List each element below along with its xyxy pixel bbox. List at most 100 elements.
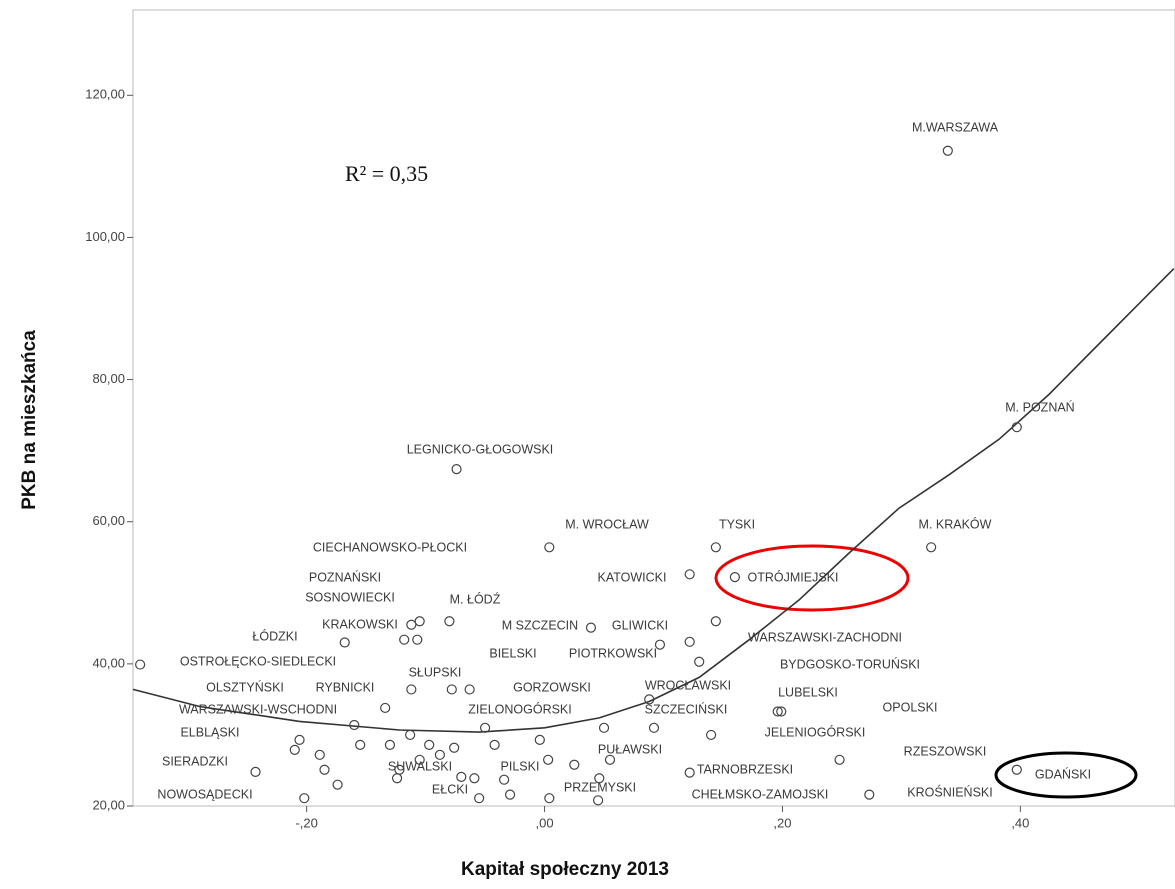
data-point xyxy=(499,774,510,785)
data-point xyxy=(319,764,330,775)
data-point xyxy=(405,729,416,741)
point-label: NOWOSĄDECKI xyxy=(157,787,252,801)
point-label: ZIELONOGÓRSKI xyxy=(468,701,572,716)
point-label: M SZCZECIN xyxy=(502,618,578,632)
data-point xyxy=(694,656,705,667)
data-point xyxy=(380,702,391,714)
data-point xyxy=(684,767,695,778)
point-label: WARSZAWSKI-ZACHODNI xyxy=(748,630,902,644)
y-axis-title: PKB na mieszkańca xyxy=(19,330,40,510)
data-point xyxy=(456,771,467,782)
point-label: RYBNICKI xyxy=(316,680,375,694)
data-point xyxy=(414,754,425,765)
data-point xyxy=(434,749,445,760)
point-label: RZESZOWSKI xyxy=(904,744,987,758)
data-point xyxy=(544,793,555,804)
data-point xyxy=(406,619,417,630)
y-tick-label: 80,00 xyxy=(92,371,125,386)
highlight-ellipse xyxy=(714,544,910,612)
data-point xyxy=(464,684,475,695)
data-point xyxy=(684,569,695,580)
data-point xyxy=(729,572,740,583)
point-label: WROCŁAWSKI xyxy=(645,678,731,692)
data-point xyxy=(449,742,460,753)
plot-frame xyxy=(132,9,1175,807)
point-label: M. KRAKÓW xyxy=(919,516,992,531)
data-point xyxy=(479,722,491,733)
y-tick-label: 40,00 xyxy=(92,655,125,670)
data-point xyxy=(1011,422,1022,433)
data-point xyxy=(648,722,660,733)
point-label: KATOWICKI xyxy=(598,570,667,584)
data-point xyxy=(406,684,417,695)
point-label: TYSKI xyxy=(719,517,755,531)
data-point xyxy=(942,145,953,156)
point-label: SIERADZKI xyxy=(162,754,228,768)
data-point xyxy=(604,754,616,765)
data-point xyxy=(469,773,480,784)
data-point xyxy=(384,739,396,750)
point-label: M. ŁÓDŹ xyxy=(450,591,501,606)
data-point xyxy=(399,634,410,645)
point-label: GORZOWSKI xyxy=(513,680,591,694)
r-squared: R² = 0,35 xyxy=(345,161,428,186)
point-label: CIECHANOWSKO-PŁOCKI xyxy=(313,540,467,554)
y-tick-label: 20,00 xyxy=(92,797,125,812)
point-label: KROŚNIEŃSKI xyxy=(907,784,992,799)
data-point xyxy=(592,795,604,806)
point-label: SZCZECIŃSKI xyxy=(645,701,728,716)
point-label: OTRÓJMIEJSKI xyxy=(748,569,839,584)
point-label: OPOLSKI xyxy=(883,700,938,714)
data-point xyxy=(314,749,325,760)
point-label: PRZEMYSKI xyxy=(564,780,636,794)
point-label: PILSKI xyxy=(501,759,540,773)
data-point xyxy=(1011,764,1022,775)
data-point xyxy=(355,739,366,750)
data-point xyxy=(594,773,605,784)
data-point xyxy=(654,639,666,650)
data-point xyxy=(544,542,555,553)
fit-curve xyxy=(132,268,1175,733)
point-label: BYDGOSKO-TORUŃSKI xyxy=(780,656,920,671)
data-point xyxy=(543,754,554,765)
data-point xyxy=(394,764,405,775)
point-label: ELBLĄSKI xyxy=(180,725,239,739)
data-point xyxy=(710,542,721,553)
data-point xyxy=(705,729,717,741)
point-label: M. POZNAŃ xyxy=(1005,399,1074,414)
point-label: M.WARSZAWA xyxy=(912,120,999,134)
point-label: TARNOBRZESKI xyxy=(697,762,793,776)
data-point xyxy=(834,754,845,765)
data-point xyxy=(585,622,597,633)
data-point xyxy=(710,616,721,627)
data-point xyxy=(569,759,580,770)
data-point xyxy=(644,694,655,705)
point-label: JELENIOGÓRSKI xyxy=(765,724,866,739)
data-point xyxy=(339,637,350,648)
point-label: M. WROCŁAW xyxy=(565,517,649,531)
data-point xyxy=(489,739,500,750)
data-point xyxy=(474,793,485,804)
data-point xyxy=(864,789,875,800)
data-point xyxy=(772,706,783,717)
point-label: WARSZAWSKI-WSCHODNI xyxy=(179,702,337,716)
data-point xyxy=(451,464,462,475)
data-point xyxy=(534,734,545,746)
data-point xyxy=(414,616,425,627)
data-point xyxy=(349,719,360,731)
data-point xyxy=(444,616,455,627)
y-tick-label: 120,00 xyxy=(85,87,125,102)
y-tick-label: 60,00 xyxy=(92,513,125,528)
data-point xyxy=(926,542,937,553)
data-point xyxy=(424,739,435,750)
point-label: POZNAŃSKI xyxy=(309,569,381,584)
data-point xyxy=(289,744,300,755)
point-label: LUBELSKI xyxy=(778,685,838,699)
highlight-ellipse xyxy=(994,751,1138,799)
point-label: BIELSKI xyxy=(489,646,536,660)
point-label: EŁCKI xyxy=(432,782,468,796)
data-point xyxy=(446,684,457,695)
point-label: PUŁAWSKI xyxy=(598,742,662,756)
x-axis-title: Kapitał społeczny 2013 xyxy=(461,859,669,880)
